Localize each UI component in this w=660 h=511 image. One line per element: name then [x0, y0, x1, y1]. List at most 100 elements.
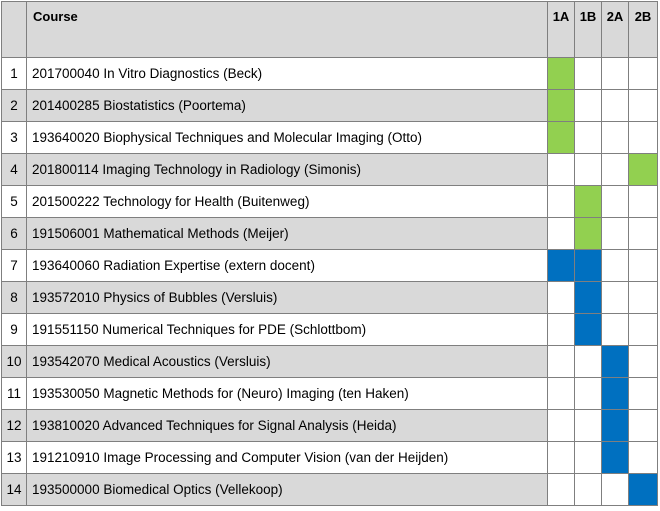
term-cell-1a: [547, 377, 575, 410]
row-number: 4: [1, 153, 27, 186]
course-name: 201500222 Technology for Health (Buitenw…: [26, 185, 548, 218]
table-row: 11 193530050 Magnetic Methods for (Neuro)…: [1, 377, 658, 410]
term-cell-2b: [628, 441, 658, 474]
course-name: 191551150 Numerical Techniques for PDE (…: [26, 313, 548, 346]
row-number: 8: [1, 281, 27, 314]
header-term-1a: 1A: [547, 1, 575, 58]
row-number: 13: [1, 441, 27, 474]
course-name: 191210910 Image Processing and Computer …: [26, 441, 548, 474]
term-cell-1b: [574, 409, 602, 442]
table-row: 2 201400285 Biostatistics (Poortema): [1, 89, 658, 122]
row-number: 12: [1, 409, 27, 442]
course-name: 193530050 Magnetic Methods for (Neuro) I…: [26, 377, 548, 410]
term-cell-2a: [601, 441, 629, 474]
term-cell-2b: [628, 281, 658, 314]
table-row: 9 191551150 Numerical Techniques for PDE …: [1, 313, 658, 346]
term-cell-2a: [601, 313, 629, 346]
term-cell-1b: [574, 313, 602, 346]
table-row: 5 201500222 Technology for Health (Buiten…: [1, 185, 658, 218]
term-cell-1a: [547, 185, 575, 218]
table-row: 12 193810020 Advanced Techniques for Sign…: [1, 409, 658, 442]
row-number: 1: [1, 57, 27, 90]
row-number: 14: [1, 473, 27, 506]
table-row: 1 201700040 In Vitro Diagnostics (Beck): [1, 57, 658, 90]
course-name: 193640020 Biophysical Techniques and Mol…: [26, 121, 548, 154]
row-number: 5: [1, 185, 27, 218]
term-cell-1a: [547, 409, 575, 442]
term-cell-1b: [574, 217, 602, 250]
row-number: 7: [1, 249, 27, 282]
term-cell-1b: [574, 89, 602, 122]
header-term-2a: 2A: [601, 1, 629, 58]
term-cell-1b: [574, 185, 602, 218]
term-cell-2a: [601, 57, 629, 90]
table-row: 6 191506001 Mathematical Methods (Meijer): [1, 217, 658, 250]
term-cell-2a: [601, 153, 629, 186]
course-name: 193500000 Biomedical Optics (Vellekoop): [26, 473, 548, 506]
table-row: 4 201800114 Imaging Technology in Radiolo…: [1, 153, 658, 186]
term-cell-2b: [628, 249, 658, 282]
course-name: 193572010 Physics of Bubbles (Versluis): [26, 281, 548, 314]
term-cell-2b: [628, 313, 658, 346]
row-number: 11: [1, 377, 27, 410]
term-cell-1b: [574, 153, 602, 186]
term-cell-2b: [628, 409, 658, 442]
course-name: 201800114 Imaging Technology in Radiolog…: [26, 153, 548, 186]
term-cell-1b: [574, 345, 602, 378]
term-cell-1b: [574, 281, 602, 314]
term-cell-1a: [547, 121, 575, 154]
term-cell-1a: [547, 57, 575, 90]
course-name: 193640060 Radiation Expertise (extern do…: [26, 249, 548, 282]
term-cell-2b: [628, 377, 658, 410]
term-cell-1b: [574, 473, 602, 506]
term-cell-1b: [574, 249, 602, 282]
row-number: 3: [1, 121, 27, 154]
table-row: 7 193640060 Radiation Expertise (extern d…: [1, 249, 658, 282]
table-row: 3 193640020 Biophysical Techniques and Mo…: [1, 121, 658, 154]
term-cell-1a: [547, 473, 575, 506]
header-course: Course: [26, 1, 548, 58]
header-term-1b: 1B: [574, 1, 602, 58]
table-row: 14 193500000 Biomedical Optics (Vellekoop…: [1, 473, 658, 506]
course-name: 193810020 Advanced Techniques for Signal…: [26, 409, 548, 442]
term-cell-2b: [628, 89, 658, 122]
term-cell-2a: [601, 281, 629, 314]
term-cell-1b: [574, 377, 602, 410]
row-number: 9: [1, 313, 27, 346]
term-cell-1a: [547, 89, 575, 122]
row-number: 6: [1, 217, 27, 250]
term-cell-1a: [547, 441, 575, 474]
term-cell-1a: [547, 153, 575, 186]
term-cell-2a: [601, 249, 629, 282]
term-cell-1a: [547, 217, 575, 250]
table-header-row: Course 1A 1B 2A 2B: [1, 1, 658, 58]
term-cell-2b: [628, 153, 658, 186]
term-cell-2b: [628, 185, 658, 218]
table-row: 8 193572010 Physics of Bubbles (Versluis): [1, 281, 658, 314]
header-number: [1, 1, 27, 58]
term-cell-1b: [574, 441, 602, 474]
term-cell-1a: [547, 249, 575, 282]
term-cell-2a: [601, 377, 629, 410]
term-cell-1a: [547, 345, 575, 378]
term-cell-2b: [628, 57, 658, 90]
term-cell-2b: [628, 345, 658, 378]
term-cell-2a: [601, 473, 629, 506]
term-cell-1a: [547, 281, 575, 314]
row-number: 2: [1, 89, 27, 122]
term-cell-2b: [628, 121, 658, 154]
term-cell-2b: [628, 473, 658, 506]
term-cell-2b: [628, 217, 658, 250]
course-name: 191506001 Mathematical Methods (Meijer): [26, 217, 548, 250]
course-name: 201400285 Biostatistics (Poortema): [26, 89, 548, 122]
table-row: 13 191210910 Image Processing and Compute…: [1, 441, 658, 474]
term-cell-1a: [547, 313, 575, 346]
table-row: 10 193542070 Medical Acoustics (Versluis): [1, 345, 658, 378]
term-cell-2a: [601, 409, 629, 442]
term-cell-2a: [601, 121, 629, 154]
term-cell-2a: [601, 185, 629, 218]
course-name: 193542070 Medical Acoustics (Versluis): [26, 345, 548, 378]
row-number: 10: [1, 345, 27, 378]
table-body: 1 201700040 In Vitro Diagnostics (Beck) 2 2…: [1, 57, 658, 506]
